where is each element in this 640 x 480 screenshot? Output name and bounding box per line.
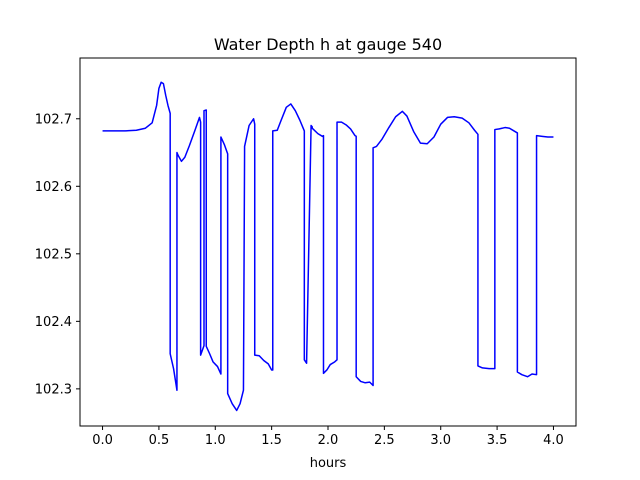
x-tick-label: 2.5: [374, 433, 395, 448]
y-tick-label: 102.6: [35, 180, 72, 195]
y-tick-label: 102.4: [35, 315, 72, 330]
x-tick-label: 1.5: [261, 433, 282, 448]
x-tick-label: 0.5: [149, 433, 170, 448]
x-axis: 0.0 0.5 1.0 1.5 2.0 2.5 3.0 3.5 4.0: [92, 426, 564, 448]
series-layer: [102, 81, 554, 412]
y-tick-label: 102.3: [35, 382, 72, 397]
x-tick-label: 0.0: [92, 433, 113, 448]
x-tick-label: 1.0: [205, 433, 226, 448]
y-tick-label: 102.7: [35, 112, 72, 127]
y-axis: 102.3 102.4 102.5 102.6 102.7: [35, 112, 80, 397]
chart-title: Water Depth h at gauge 540: [214, 35, 442, 54]
x-tick-label: 3.0: [430, 433, 451, 448]
x-axis-label: hours: [310, 456, 347, 471]
x-tick-label: 2.0: [318, 433, 339, 448]
plot-area: [80, 58, 576, 426]
y-tick-label: 102.5: [35, 247, 72, 262]
x-tick-label: 4.0: [543, 433, 564, 448]
series-line-0: [102, 81, 554, 412]
x-tick-label: 3.5: [487, 433, 508, 448]
